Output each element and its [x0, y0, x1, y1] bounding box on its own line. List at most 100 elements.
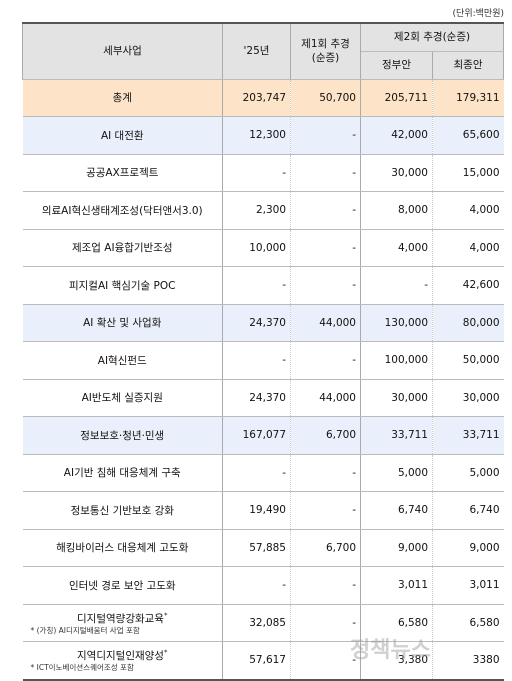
row-name-text: 정보통신 기반보호 강화: [70, 504, 174, 517]
value-cell: 3380: [431, 641, 504, 681]
table-row: 해킹바이러스 대응체계 고도화 57,885 6,700 9,000 9,000: [22, 528, 504, 567]
watermark: 정책뉴스: [350, 638, 431, 663]
value-cell: 50,700: [290, 78, 361, 117]
value-cell: 30,000: [360, 153, 433, 192]
value-cell: -: [290, 116, 361, 155]
row-name: AI 확산 및 사업화: [22, 303, 223, 342]
row-name: AI 대전환: [22, 116, 223, 155]
value-cell: 6,740: [360, 491, 433, 530]
value-cell: -: [290, 228, 361, 267]
value-cell: -: [290, 641, 361, 681]
value-cell: 203,747: [222, 78, 291, 117]
value-cell: 4,000: [431, 191, 504, 230]
value-cell: 3,380: [360, 641, 433, 681]
value-cell: -: [290, 491, 361, 530]
value-cell: 9,000: [431, 528, 504, 567]
table-row: 공공AX프로젝트 - -30,000 15,000: [22, 153, 504, 192]
row-name: 디지털역량강화교육* * (가칭) AI디지털배움터 사업 포함: [22, 603, 223, 642]
value-cell: 205,711: [360, 78, 433, 117]
value-cell: -: [222, 266, 291, 305]
row-name-text: AI 확산 및 사업화: [83, 317, 162, 330]
row-name: 해킹바이러스 대응체계 고도화: [22, 528, 223, 567]
value-cell: 65,600: [431, 116, 504, 155]
row-name: 지역디지털인재양성* * ICT이노베이션스퀘어조성 포함: [22, 641, 223, 681]
value-cell: 44,000: [290, 303, 361, 342]
value-cell: -: [290, 266, 361, 305]
value-cell: -: [290, 603, 361, 642]
row-name-text: 총계: [112, 92, 132, 105]
value-cell: 6,740: [431, 491, 504, 530]
value-cell: -: [222, 341, 291, 380]
footnote: * (가칭) AI디지털배움터 사업 포함: [30, 625, 140, 635]
row-name-text: AI기반 침해 대응체계 구축: [63, 467, 181, 480]
value-cell: 42,600: [431, 266, 504, 305]
footnote-marker: *: [163, 648, 168, 657]
value-cell: 10,000: [222, 228, 291, 267]
row-name-text: 의료AI혁신생태계조성(닥터앤서3.0): [41, 204, 203, 217]
value-cell: 12,300: [222, 116, 291, 155]
header-cell: 제2회 추경(순증): [359, 22, 505, 52]
value-cell: 9,000: [360, 528, 433, 567]
value-cell: 19,490: [222, 491, 291, 530]
header-text: 제1회 추경: [301, 38, 350, 51]
row-name-text: 정보보호·청년·민생: [80, 429, 165, 442]
row-name-text: 공공AX프로젝트: [86, 167, 159, 180]
value-cell: 6,700: [290, 528, 361, 567]
value-cell: 24,370: [222, 378, 291, 417]
table-row: 지역디지털인재양성* * ICT이노베이션스퀘어조성 포함 57,617-3,380…: [22, 641, 504, 681]
value-cell: 4,000: [360, 228, 433, 267]
table-row: 피지컬AI 핵심기술 POC - - -42,600: [22, 266, 504, 305]
row-name-text: AI 대전환: [100, 129, 144, 142]
value-cell: -: [360, 266, 433, 305]
row-name: 피지컬AI 핵심기술 POC: [22, 266, 223, 305]
value-cell: 6,700: [290, 416, 361, 455]
value-cell: 3,011: [360, 566, 433, 605]
value-cell: -: [222, 566, 291, 605]
row-name: 제조업 AI융합기반조성: [22, 228, 223, 267]
value-cell: 30,000: [360, 378, 433, 417]
table-row: 인터넷 경로 보안 고도화 - -3,011 3,011: [22, 566, 504, 605]
value-cell: 42,000: [360, 116, 433, 155]
value-cell: 5,000: [431, 453, 504, 492]
row-name-text: 지역디지털인재양성: [77, 650, 164, 663]
value-cell: 33,711: [431, 416, 504, 455]
row-name: 정보보호·청년·민생: [22, 416, 223, 455]
value-cell: 100,000: [360, 341, 433, 380]
value-cell: 4,000: [431, 228, 504, 267]
row-name: AI기반 침해 대응체계 구축: [22, 453, 223, 492]
value-cell: 30,000: [431, 378, 504, 417]
table-row: 정보보호·청년·민생 167,077 6,700 33,711 33,711: [22, 416, 504, 455]
value-cell: 8,000: [360, 191, 433, 230]
table-body: 총계 203,747 50,700 205,711 179,311 AI 대전환 12,30…: [22, 78, 504, 681]
row-name-text: AI반도체 실증지원: [81, 392, 163, 405]
table-row: AI반도체 실증지원 24,370 44,000 30,000 30,000: [22, 378, 504, 417]
row-name: 의료AI혁신생태계조성(닥터앤서3.0): [22, 191, 223, 230]
value-cell: -: [290, 341, 361, 380]
table-row: 총계 203,747 50,700 205,711 179,311: [22, 78, 504, 117]
footnote-marker: *: [163, 611, 168, 620]
value-cell: 179,311: [431, 78, 504, 117]
row-name-text: 해킹바이러스 대응체계 고도화: [56, 542, 189, 555]
table-row: AI기반 침해 대응체계 구축 - -5,000 5,000: [22, 453, 504, 492]
row-name-text: 제조업 AI융합기반조성: [71, 242, 173, 255]
table-row: 정보통신 기반보호 강화 19,490-6,740 6,740: [22, 491, 504, 530]
header-text: (순증): [311, 52, 340, 65]
value-cell: 24,370: [222, 303, 291, 342]
value-cell: 57,617: [222, 641, 291, 681]
table-row: 디지털역량강화교육* * (가칭) AI디지털배움터 사업 포함 32,085- 6,…: [22, 603, 504, 642]
unit-label: (단위:백만원): [452, 9, 504, 19]
table-row: 의료AI혁신생태계조성(닥터앤서3.0) 2,300-8,000 4,000: [22, 191, 504, 230]
row-name: 정보통신 기반보호 강화: [22, 491, 223, 530]
header-cell: 세부사업: [22, 22, 223, 80]
value-cell: 130,000: [360, 303, 433, 342]
row-name: AI반도체 실증지원: [22, 378, 223, 417]
value-cell: 167,077: [222, 416, 291, 455]
value-cell: 50,000: [431, 341, 504, 380]
header-cell: 제1회 추경 (순증): [290, 22, 361, 80]
value-cell: 32,085: [222, 603, 291, 642]
value-cell: 5,000: [360, 453, 433, 492]
value-cell: 57,885: [222, 528, 291, 567]
table-row: AI 대전환 12,300-42,000 65,600: [22, 116, 504, 155]
row-name: 총계: [22, 78, 223, 117]
value-cell: -: [290, 191, 361, 230]
